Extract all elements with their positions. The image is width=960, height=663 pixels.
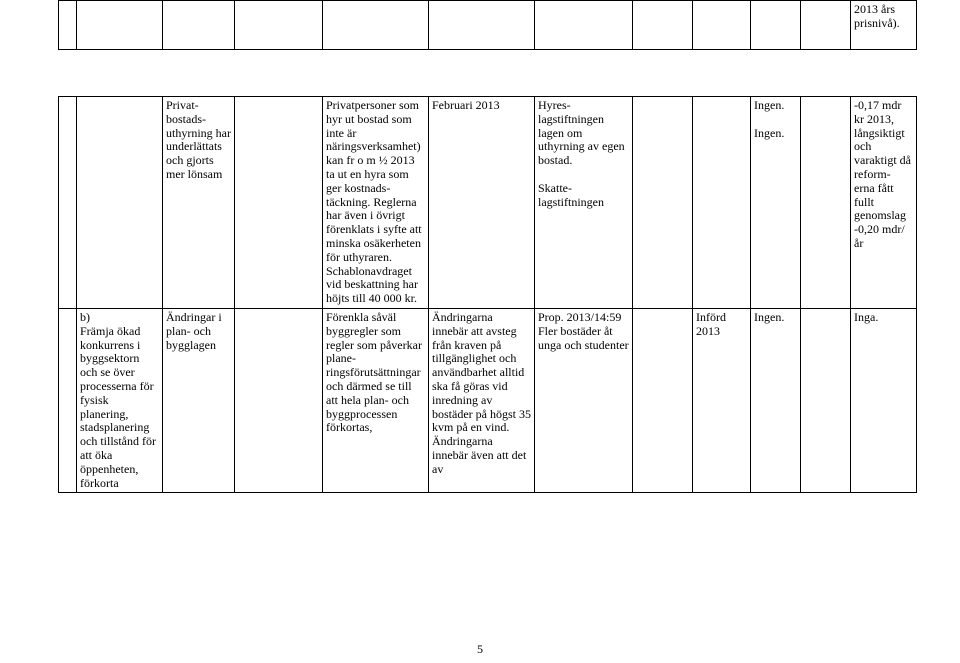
table-cell-r0-c2: Privat-bostads-uthyrning har underlättat… bbox=[163, 97, 235, 309]
table-cell-r1-c4: Förenkla såväl byggregler som regler som… bbox=[323, 308, 429, 492]
main-table: Privat-bostads-uthyrning har underlättat… bbox=[58, 96, 917, 493]
table-cell-r1-c3 bbox=[235, 308, 323, 492]
top-strip-cell-11: 2013 års prisnivå). bbox=[851, 1, 917, 50]
table-cell-r1-c1: b)Främja ökad konkurrens i byggsektorn o… bbox=[77, 308, 163, 492]
table-cell-r1-c0 bbox=[59, 308, 77, 492]
page: 2013 års prisnivå). Privat-bostads-uthyr… bbox=[0, 0, 960, 663]
table-cell-r0-c5: Februari 2013 bbox=[429, 97, 535, 309]
table-cell-r1-c10 bbox=[801, 308, 851, 492]
top-strip-cell-3 bbox=[235, 1, 323, 50]
top-strip-cell-9 bbox=[751, 1, 801, 50]
table-cell-r1-c6: Prop. 2013/14:59 Fler bostäder åt unga o… bbox=[535, 308, 633, 492]
page-number: 5 bbox=[0, 642, 960, 657]
top-strip-row: 2013 års prisnivå). bbox=[59, 1, 917, 50]
table-cell-r1-c8: Införd 2013 bbox=[693, 308, 751, 492]
table-cell-r1-c11: Inga. bbox=[851, 308, 917, 492]
table-cell-r0-c3 bbox=[235, 97, 323, 309]
top-strip-cell-0 bbox=[59, 1, 77, 50]
top-strip-cell-10 bbox=[801, 1, 851, 50]
table-row: b)Främja ökad konkurrens i byggsektorn o… bbox=[59, 308, 917, 492]
top-strip-cell-7 bbox=[633, 1, 693, 50]
table-row: Privat-bostads-uthyrning har underlättat… bbox=[59, 97, 917, 309]
table-cell-r0-c6: Hyres-lagstiftningen lagen om uthyrning … bbox=[535, 97, 633, 309]
table-cell-r0-c11: -0,17 mdr kr 2013, långsiktigt och varak… bbox=[851, 97, 917, 309]
table-cell-r0-c7 bbox=[633, 97, 693, 309]
table-cell-r0-c8 bbox=[693, 97, 751, 309]
top-strip-cell-2 bbox=[163, 1, 235, 50]
top-strip-cell-5 bbox=[429, 1, 535, 50]
table-cell-r1-c2: Ändringar i plan- och bygglagen bbox=[163, 308, 235, 492]
table-cell-r0-c10 bbox=[801, 97, 851, 309]
table-cell-r0-c1 bbox=[77, 97, 163, 309]
table-cell-r0-c4: Privatpersoner som hyr ut bostad som int… bbox=[323, 97, 429, 309]
table-cell-r1-c9: Ingen. bbox=[751, 308, 801, 492]
top-strip-cell-8 bbox=[693, 1, 751, 50]
top-strip-cell-6 bbox=[535, 1, 633, 50]
table-cell-r0-c9: Ingen.Ingen. bbox=[751, 97, 801, 309]
table-cell-r1-c7 bbox=[633, 308, 693, 492]
top-strip-cell-1 bbox=[77, 1, 163, 50]
top-strip-cell-4 bbox=[323, 1, 429, 50]
top-strip-table: 2013 års prisnivå). bbox=[58, 0, 917, 50]
table-cell-r1-c5: Ändringarna innebär att avsteg från krav… bbox=[429, 308, 535, 492]
table-cell-r0-c0 bbox=[59, 97, 77, 309]
